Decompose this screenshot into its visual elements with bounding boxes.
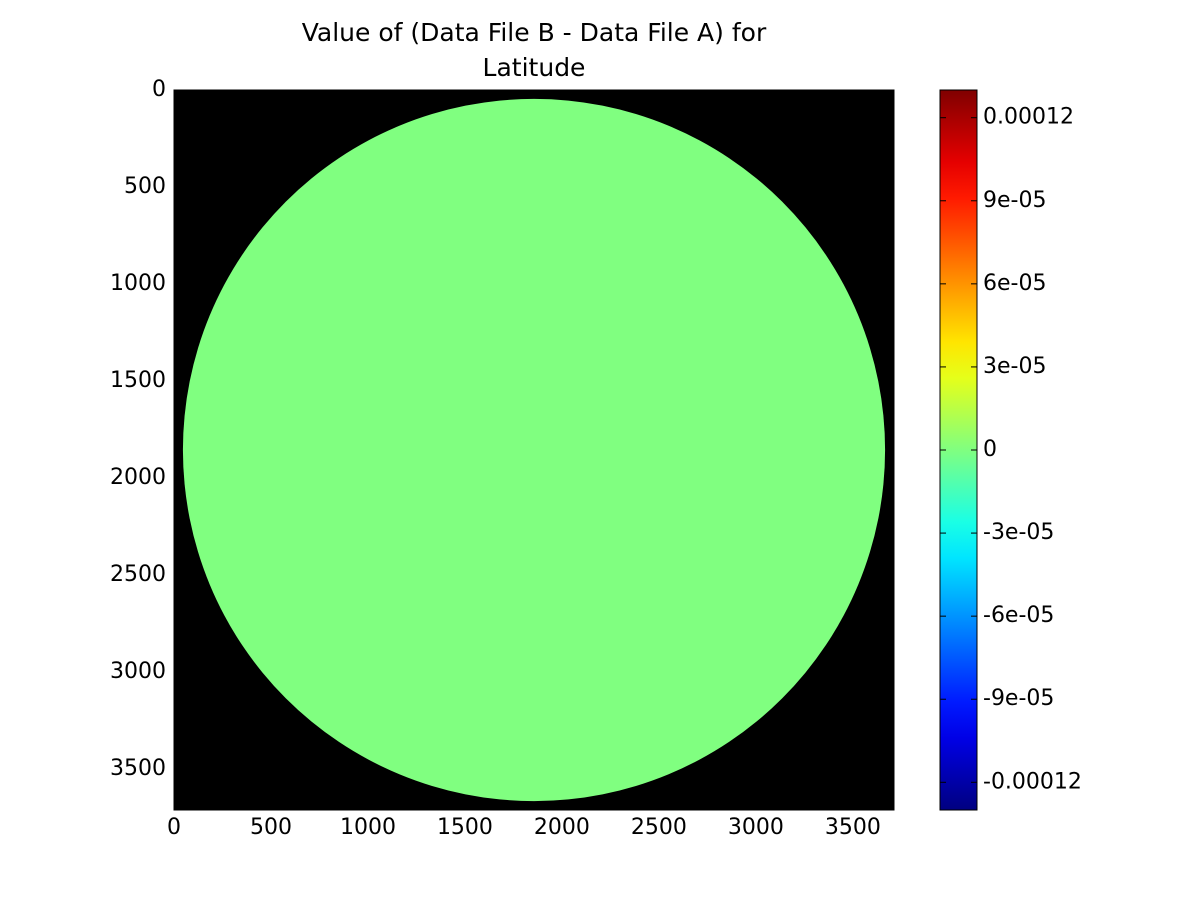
data-disc [182, 98, 886, 802]
y-tick-label: 500 [124, 174, 166, 199]
chart-title: Value of (Data File B - Data File A) for [302, 18, 767, 47]
y-tick-label: 1000 [110, 271, 166, 296]
y-tick-label: 2000 [110, 465, 166, 490]
colorbar-tick-label: -3e-05 [983, 520, 1054, 545]
x-tick-label: 1000 [340, 815, 396, 840]
colorbar-tick-label: 0.00012 [983, 105, 1074, 130]
x-tick-label: 1500 [437, 815, 493, 840]
x-tick-label: 2500 [631, 815, 687, 840]
y-tick-label: 1500 [110, 368, 166, 393]
y-tick-label: 2500 [110, 562, 166, 587]
colorbar-tick-label: 3e-05 [983, 354, 1046, 379]
colorbar-tick-label: -6e-05 [983, 603, 1054, 628]
y-tick-label: 3500 [110, 756, 166, 781]
x-tick-label: 3000 [728, 815, 784, 840]
colorbar-tick-label: 6e-05 [983, 271, 1046, 296]
colorbar [939, 89, 978, 811]
plot-frame [173, 89, 895, 811]
colorbar-tick-label: 9e-05 [983, 188, 1046, 213]
x-tick-label: 500 [250, 815, 292, 840]
colorbar-tick-label: 0 [983, 437, 997, 462]
x-tick-label: 0 [167, 815, 181, 840]
x-tick-label: 3500 [825, 815, 881, 840]
chart-title: Latitude [483, 53, 586, 82]
x-tick-label: 2000 [534, 815, 590, 840]
colorbar-tick-label: -9e-05 [983, 686, 1054, 711]
y-tick-label: 0 [152, 77, 166, 102]
colorbar-tick-label: -0.00012 [983, 769, 1082, 794]
y-tick-label: 3000 [110, 659, 166, 684]
